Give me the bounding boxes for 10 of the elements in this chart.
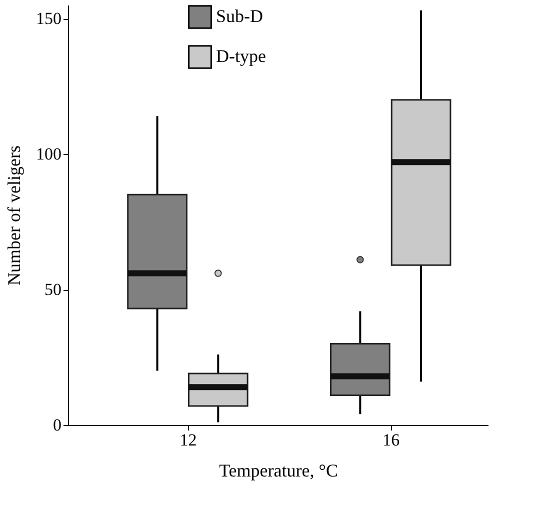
y-tick-label: 100 <box>36 144 62 164</box>
x-axis-title: Temperature, °C <box>219 460 338 480</box>
x-tick-label: 16 <box>382 430 400 450</box>
x-tick-label: 12 <box>180 430 197 450</box>
y-tick-label: 50 <box>44 280 62 300</box>
y-axis-title: Number of veligers <box>4 146 24 286</box>
y-tick-label: 0 <box>53 416 62 434</box>
legend-label: Sub-D <box>216 6 264 26</box>
legend-label: D-type <box>216 46 266 66</box>
y-tick-label: 150 <box>36 9 62 28</box>
